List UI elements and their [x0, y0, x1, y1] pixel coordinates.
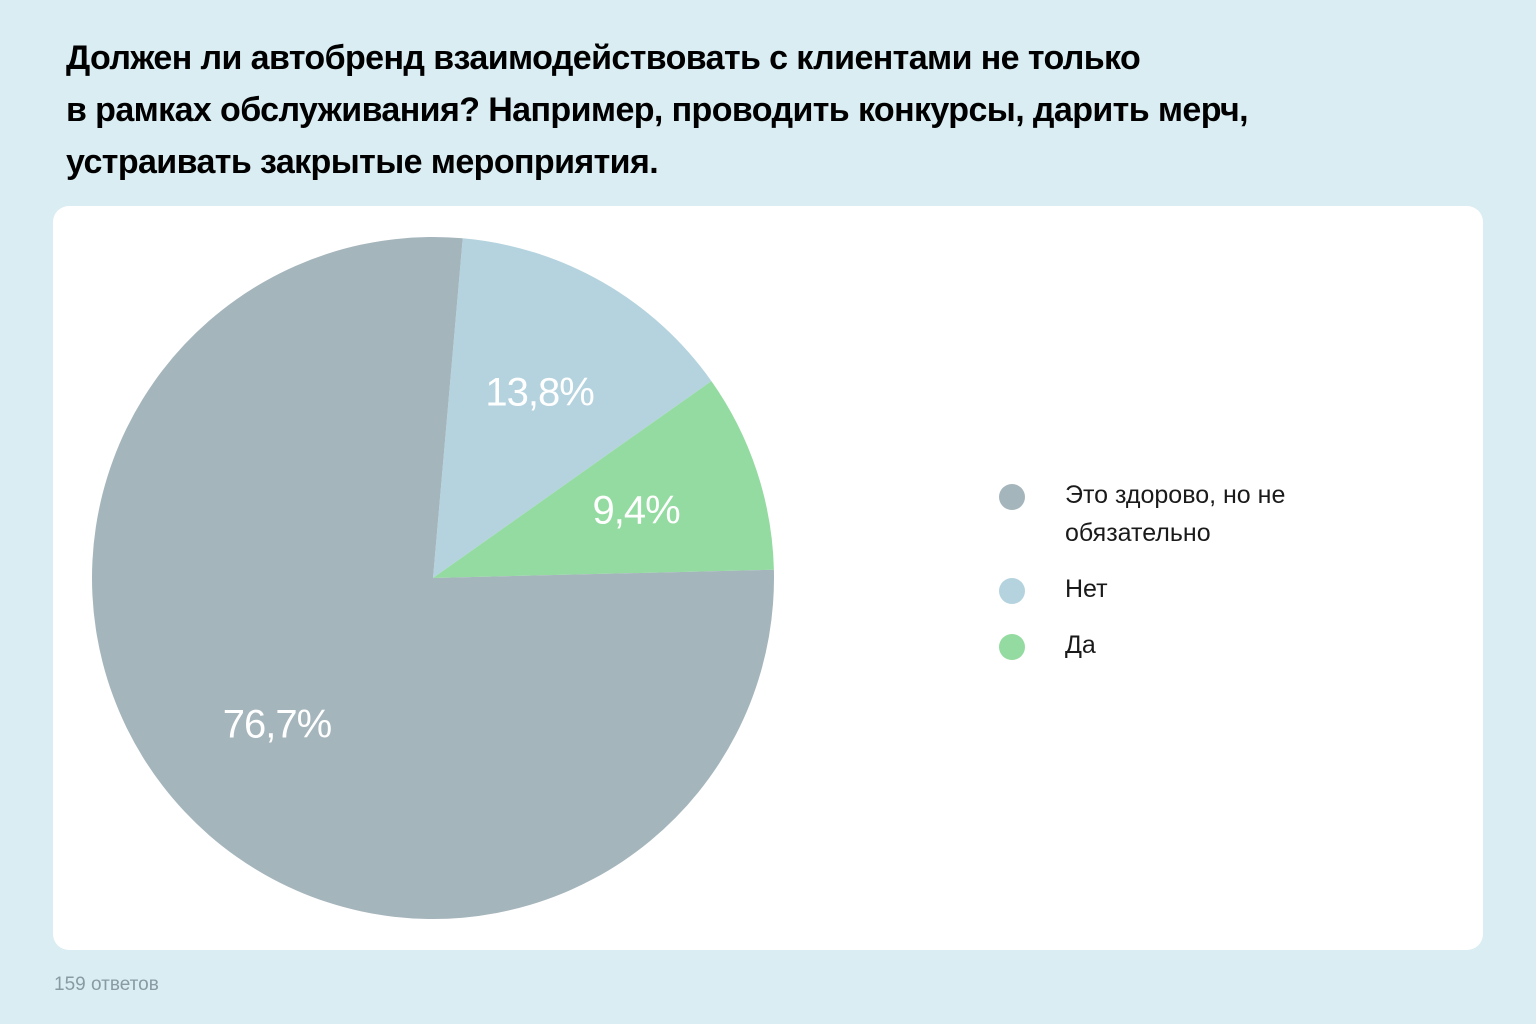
pie-slice-no[interactable] [433, 238, 712, 579]
pie-slice-labels: 13,8% 9,4% 76,7% [223, 370, 681, 746]
chart-card: 13,8% 9,4% 76,7% Это здорово, но не обязат… [53, 206, 1483, 950]
pie-slice-not-required[interactable] [92, 237, 775, 920]
pie-slice-label-no: 13,8% [485, 370, 594, 414]
pie-chart: 13,8% 9,4% 76,7% [92, 237, 775, 920]
pie-slices [92, 237, 775, 920]
legend-label-yes: Да [1065, 631, 1096, 659]
legend-swatch-not-required [999, 484, 1025, 510]
legend-item-no[interactable]: Нет [999, 575, 1359, 608]
legend-item-yes[interactable]: Да [999, 631, 1359, 664]
legend-item-not-required[interactable]: Это здорово, но не обязательно [999, 481, 1359, 552]
legend-swatch-no [999, 578, 1025, 604]
legend-label-not-required: Это здорово, но не обязательно [1065, 481, 1286, 547]
responses-count: 159 ответов [54, 974, 159, 995]
chart-title: Должен ли автобренд взаимодействовать с … [66, 39, 1249, 181]
legend-label-no: Нет [1065, 575, 1108, 603]
pie-slice-label-yes: 9,4% [593, 489, 681, 533]
pie-slice-label-not-required: 76,7% [223, 702, 332, 746]
pie-slice-yes[interactable] [433, 381, 774, 578]
legend-swatch-yes [999, 634, 1025, 660]
chart-legend: Это здорово, но не обязательно Нет Да [999, 481, 1359, 688]
